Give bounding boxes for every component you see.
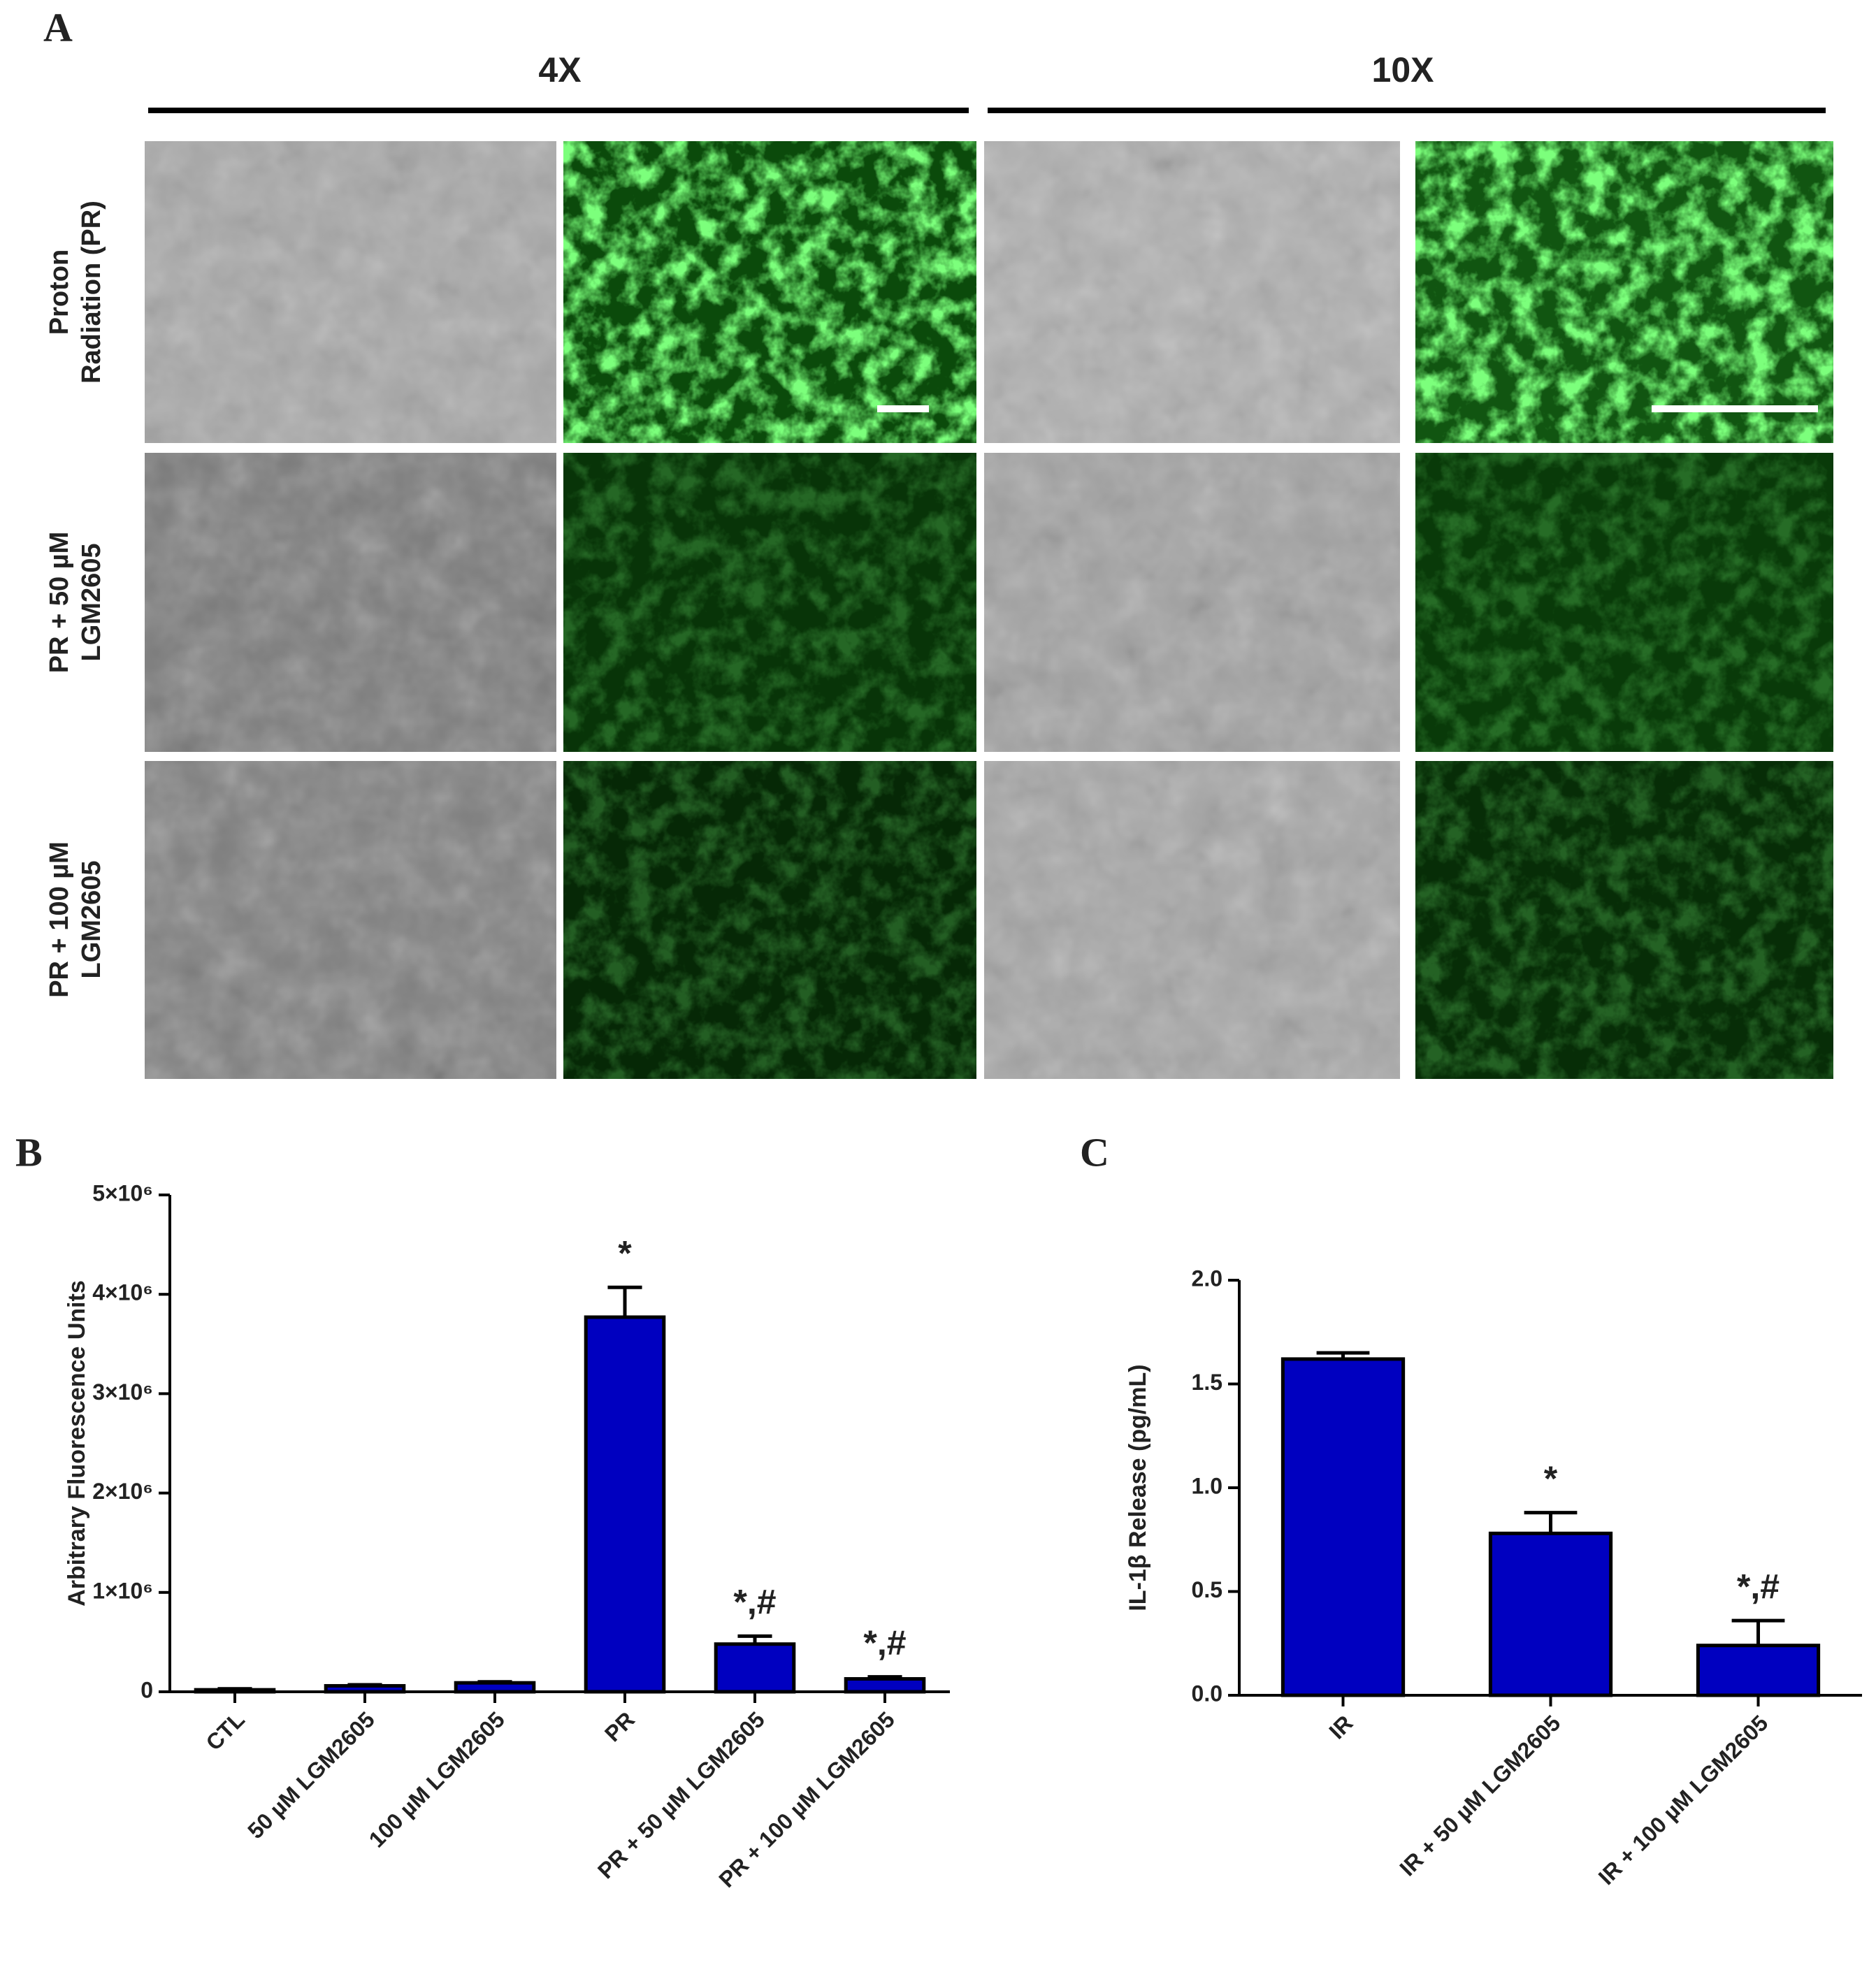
y-tick-label: 1×10⁶ bbox=[92, 1578, 153, 1603]
panel-label: C bbox=[1080, 1129, 1109, 1175]
significance-label: *,# bbox=[863, 1623, 906, 1662]
error-bar bbox=[607, 1285, 642, 1317]
row-labels: Proton Radiation (PR)PR + 50 µM LGM2605PR … bbox=[45, 201, 106, 998]
row-label: PR + 50 µM bbox=[45, 532, 74, 673]
y-tick-label: 2.0 bbox=[1192, 1266, 1222, 1291]
y-axis-title: IL-1β Release (pg/mL) bbox=[1125, 1364, 1151, 1611]
micrograph-texture bbox=[984, 453, 1400, 752]
row-label: LGM2605 bbox=[77, 544, 106, 662]
y-tick-label: 4×10⁶ bbox=[92, 1280, 153, 1305]
x-tick-label: 100 µM LGM2605 bbox=[364, 1706, 510, 1852]
bar bbox=[844, 1677, 926, 1694]
micrograph-texture bbox=[145, 761, 556, 1079]
micrographs bbox=[145, 141, 1833, 1079]
column-header: 10X bbox=[1372, 50, 1434, 89]
micrograph-texture bbox=[145, 453, 556, 752]
y-tick-label: 1.5 bbox=[1192, 1370, 1222, 1395]
x-tick-label: 50 µM LGM2605 bbox=[243, 1706, 380, 1843]
micrograph-signal bbox=[1415, 761, 1833, 1079]
row-label: Radiation (PR) bbox=[77, 201, 106, 384]
bar bbox=[1488, 1531, 1613, 1697]
y-tick-label: 5×10⁶ bbox=[92, 1180, 153, 1205]
y-tick-label: 3×10⁶ bbox=[92, 1379, 153, 1405]
bar bbox=[324, 1683, 406, 1694]
micrograph-texture bbox=[984, 141, 1400, 443]
y-tick-label: 0.0 bbox=[1192, 1681, 1222, 1706]
error-bar bbox=[1316, 1351, 1370, 1359]
x-tick-label: IR + 100 µM LGM2605 bbox=[1594, 1710, 1773, 1890]
row-label: PR + 100 µM bbox=[45, 841, 74, 998]
panel-label: A bbox=[43, 4, 73, 50]
significance-label: *,# bbox=[1737, 1567, 1780, 1606]
x-tick-label: IR + 50 µM LGM2605 bbox=[1394, 1710, 1565, 1880]
bar bbox=[1280, 1357, 1406, 1697]
error-bar bbox=[477, 1680, 512, 1684]
column-header: 4X bbox=[538, 50, 581, 89]
row-label: LGM2605 bbox=[77, 861, 106, 979]
error-bar bbox=[867, 1675, 902, 1679]
panel-label: B bbox=[15, 1129, 43, 1175]
y-tick-label: 0.5 bbox=[1192, 1577, 1222, 1602]
error-bar bbox=[1731, 1618, 1785, 1646]
micrograph-signal bbox=[563, 141, 976, 443]
y-axis-title: Arbitrary Fluorescence Units bbox=[64, 1280, 90, 1607]
micrograph-signal bbox=[1415, 141, 1833, 443]
bar bbox=[1696, 1644, 1821, 1697]
significance-label: * bbox=[618, 1233, 632, 1273]
error-bar bbox=[1524, 1511, 1578, 1534]
x-tick-label: IR bbox=[1324, 1710, 1357, 1743]
bar bbox=[584, 1315, 666, 1694]
y-tick-label: 2×10⁶ bbox=[92, 1479, 153, 1504]
bar bbox=[714, 1642, 796, 1694]
micrograph-signal bbox=[563, 761, 976, 1079]
row-label: Proton bbox=[45, 249, 74, 335]
micrograph-signal bbox=[563, 453, 976, 752]
bar bbox=[454, 1681, 536, 1694]
y-tick-label: 0 bbox=[140, 1677, 153, 1702]
error-bar bbox=[217, 1687, 252, 1691]
significance-label: * bbox=[1544, 1459, 1558, 1498]
x-tick-label: PR bbox=[600, 1706, 640, 1746]
micrograph-signal bbox=[1415, 453, 1833, 752]
micrograph-texture bbox=[145, 141, 556, 443]
y-tick-label: 1.0 bbox=[1192, 1473, 1222, 1498]
significance-label: *,# bbox=[733, 1583, 776, 1622]
error-bar bbox=[737, 1634, 772, 1644]
micrograph-texture bbox=[984, 761, 1400, 1079]
x-tick-label: CTL bbox=[201, 1706, 249, 1755]
